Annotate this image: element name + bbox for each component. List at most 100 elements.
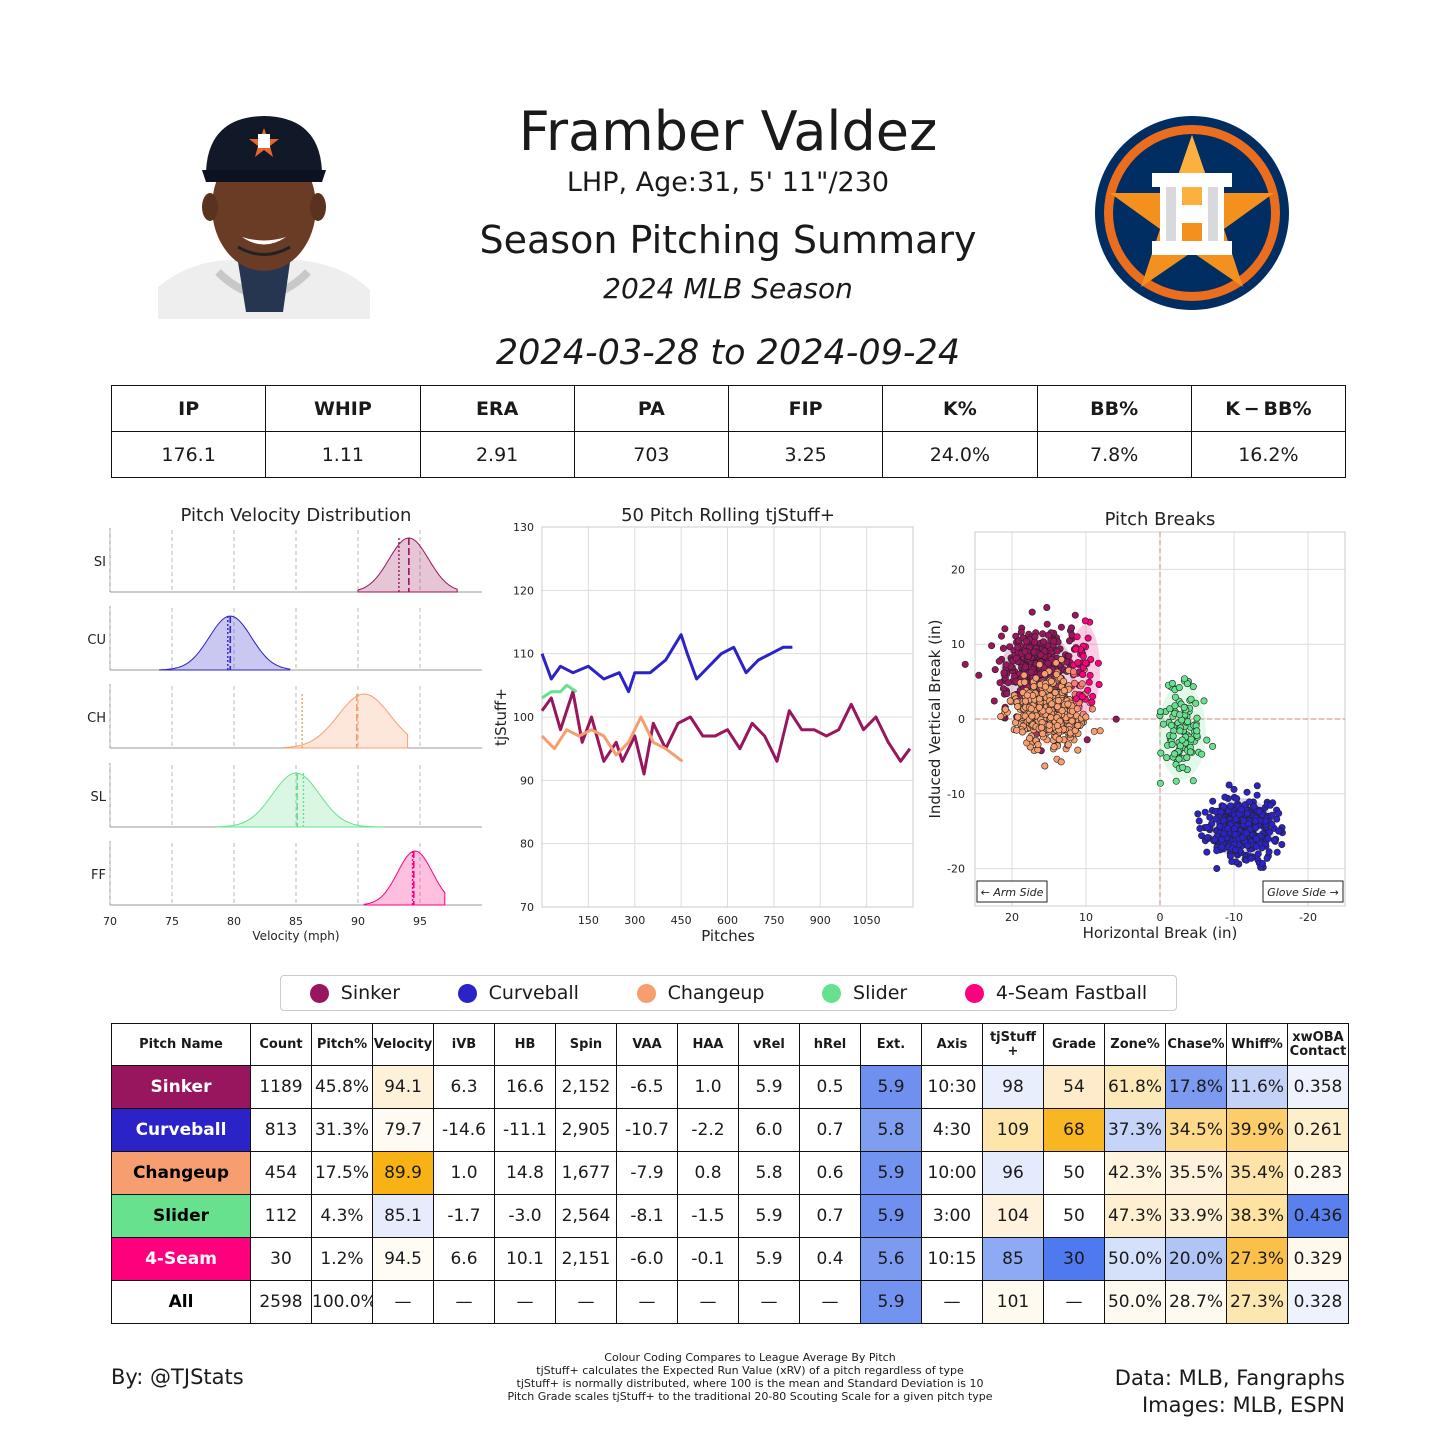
table-cell: 5.9 [738,1194,800,1238]
scatter-point [1021,648,1029,656]
legend-marker [964,983,984,1003]
legend-label: 4-Seam Fastball [995,982,1148,1004]
scatter-point [1043,604,1051,612]
table-cell: 1189 [250,1065,312,1109]
scatter-point [1082,713,1090,721]
scatter-point [1028,712,1036,720]
scatter-point [1201,808,1209,816]
table-cell: 5.8 [860,1108,922,1152]
scatter-point [1039,630,1047,638]
table-cell: 61.8% [1104,1065,1166,1109]
column-header: Axis [921,1023,983,1066]
table-cell: — [799,1280,861,1324]
team-logo [1095,116,1289,310]
x-tick-label: 1050 [853,914,881,927]
scatter-point [1220,829,1228,837]
scatter-point [1021,678,1029,686]
x-tick-label: 20 [1005,911,1019,924]
scatter-point [1239,817,1247,825]
scatter-point [1084,686,1092,694]
player-info: LHP, Age:31, 5' 11"/230 [566,167,890,198]
series-slider [1156,675,1217,787]
x-axis-label: Velocity (mph) [252,929,339,943]
scatter-point [1189,777,1197,785]
table-cell: 813 [250,1108,312,1152]
row-label: CH [87,711,106,726]
scatter-point [1263,854,1271,862]
scatter-point [1243,809,1251,817]
legend-label: Changeup [667,982,765,1004]
column-header: Grade [1043,1023,1105,1066]
pitch-name-cell: All [111,1280,251,1324]
stat-header: ERA [419,385,575,432]
scatter-point [1002,661,1010,669]
table-cell: 31.3% [311,1108,373,1152]
scatter-point [1252,843,1260,851]
table-cell: — [738,1280,800,1324]
scatter-point [1258,859,1266,867]
series-curveball [1194,781,1286,872]
scatter-point [995,657,1003,665]
table-cell: 47.3% [1104,1194,1166,1238]
scatter-point [1160,720,1168,728]
footnotes: Colour Coding Compares to League Average… [440,1351,1060,1403]
scatter-point [1064,700,1072,708]
y-axis-label: Induced Vertical Break (in) [926,619,944,818]
scatter-point [1193,727,1201,735]
table-row: Changeup 454 17.5% 89.9 1.0 14.8 1,677 -7.9 0.8 5… [111,1151,1349,1195]
scatter-point [1167,721,1175,729]
annotation-box [976,880,1048,903]
scatter-point [1193,714,1201,722]
scatter-point [1175,684,1183,692]
table-cell: 27.3% [1226,1237,1288,1281]
scatter-point [1041,762,1049,770]
scatter-point [1227,802,1235,810]
table-cell: 0.7 [799,1108,861,1152]
legend-marker [636,983,656,1003]
stat-value: 703 [573,431,730,478]
scatter-point [1186,748,1194,756]
table-cell: -14.6 [433,1108,495,1152]
scatter-point [1022,697,1030,705]
scatter-point [1157,749,1165,757]
scatter-point [1218,843,1226,851]
x-tick-label: 300 [624,914,645,927]
scatter-point [1089,692,1097,700]
table-cell: -6.5 [616,1065,678,1109]
stat-header: FIP [727,385,884,432]
scatter-point [1070,668,1078,676]
table-cell: 1.0 [433,1151,495,1195]
table-cell: 6.3 [433,1065,495,1109]
scatter-point [1094,659,1102,667]
scatter-point [1050,743,1058,751]
scatter-point [1268,811,1276,819]
scatter-point [1253,782,1261,790]
x-tick-label: -10 [1225,911,1243,924]
table-cell: 10:15 [921,1237,983,1281]
scatter-point [1020,671,1028,679]
legend-item: Changeup [636,982,765,1004]
scatter-point [1196,824,1204,832]
scatter-point [1027,705,1035,713]
scatter-point [1058,707,1066,715]
table-cell: 5.9 [860,1194,922,1238]
scatter-point [990,697,998,705]
y-tick-label: 20 [951,563,965,576]
pitch-name-cell: 4-Seam [111,1237,251,1281]
column-header: HB [494,1023,556,1066]
table-cell: — [555,1280,617,1324]
scatter-point [1072,695,1080,703]
scatter-point [1048,700,1056,708]
series-4-seam-fastball [1070,617,1103,715]
scatter-point [1171,693,1179,701]
scatter-point [1079,671,1087,679]
season-label: 2024 MLB Season [603,272,853,305]
table-cell: 30 [1043,1237,1105,1281]
table-cell: 6.6 [433,1237,495,1281]
x-tick-label: 450 [671,914,692,927]
table-cell: -2.2 [677,1108,739,1152]
density-area [159,615,291,671]
scatter-point [1225,781,1233,789]
density-area [214,772,384,828]
column-header: Ext. [860,1023,922,1066]
